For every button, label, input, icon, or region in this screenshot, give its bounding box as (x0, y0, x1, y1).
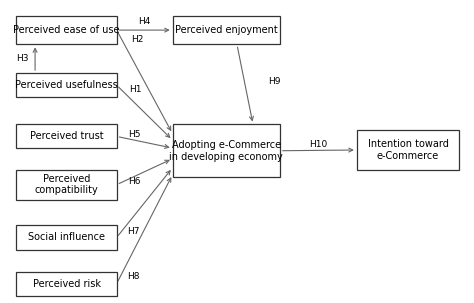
FancyBboxPatch shape (17, 73, 117, 97)
FancyBboxPatch shape (17, 271, 117, 296)
FancyBboxPatch shape (173, 16, 280, 45)
Text: H6: H6 (128, 177, 141, 185)
FancyBboxPatch shape (17, 225, 117, 250)
Text: H9: H9 (268, 77, 281, 86)
Text: H2: H2 (131, 35, 144, 44)
FancyBboxPatch shape (173, 124, 280, 177)
FancyBboxPatch shape (17, 170, 117, 200)
Text: Adopting e-Commerce
in developing economy: Adopting e-Commerce in developing econom… (169, 140, 283, 161)
Text: Perceived risk: Perceived risk (33, 278, 100, 288)
Text: H8: H8 (127, 271, 139, 281)
Text: Perceived trust: Perceived trust (30, 132, 103, 142)
Text: Perceived
compatibility: Perceived compatibility (35, 174, 99, 195)
Text: H10: H10 (309, 140, 328, 148)
Text: H1: H1 (129, 85, 142, 94)
Text: Perceived enjoyment: Perceived enjoyment (175, 25, 278, 35)
FancyBboxPatch shape (17, 124, 117, 148)
FancyBboxPatch shape (17, 16, 117, 45)
Text: H5: H5 (128, 129, 141, 138)
FancyBboxPatch shape (357, 130, 459, 170)
Text: H4: H4 (138, 17, 151, 25)
Text: Perceived ease of use: Perceived ease of use (13, 25, 120, 35)
Text: H3: H3 (16, 54, 28, 63)
Text: Perceived usefulness: Perceived usefulness (15, 80, 118, 90)
Text: Intention toward
e-Commerce: Intention toward e-Commerce (368, 139, 448, 161)
Text: Social influence: Social influence (28, 232, 105, 242)
Text: H7: H7 (127, 227, 139, 236)
